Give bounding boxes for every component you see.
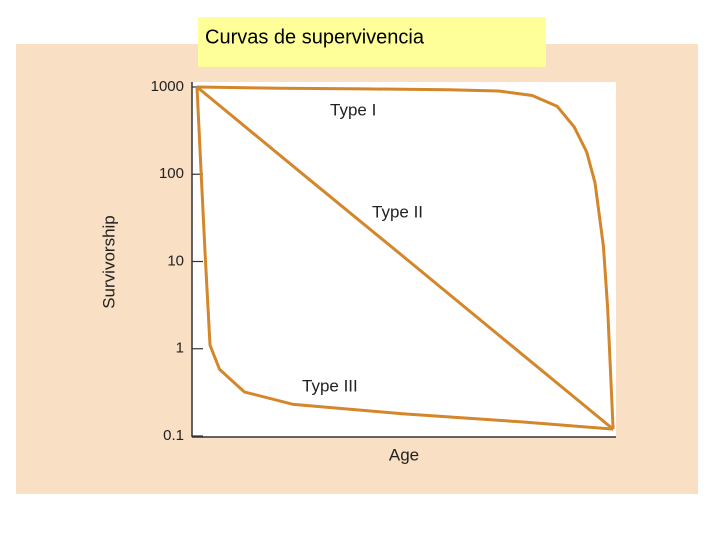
y-tick-label: 100 xyxy=(159,165,184,182)
slide-title: Curvas de supervivencia xyxy=(205,26,425,48)
curve-label: Type I xyxy=(330,100,376,119)
y-tick-label: 1 xyxy=(176,340,184,357)
y-tick-label: 0.1 xyxy=(163,427,184,444)
y-tick-label: 1000 xyxy=(151,78,184,95)
title-box xyxy=(198,17,546,67)
curve-label: Type III xyxy=(302,376,358,395)
y-axis-label: Survivorship xyxy=(99,215,118,309)
survivorship-curve xyxy=(196,85,615,431)
survivorship-curve xyxy=(195,86,614,431)
x-axis-label: Age xyxy=(389,445,419,464)
survivorship-curve xyxy=(196,85,615,430)
y-tick-label: 10 xyxy=(167,252,184,269)
curve-label: Type II xyxy=(372,202,423,221)
